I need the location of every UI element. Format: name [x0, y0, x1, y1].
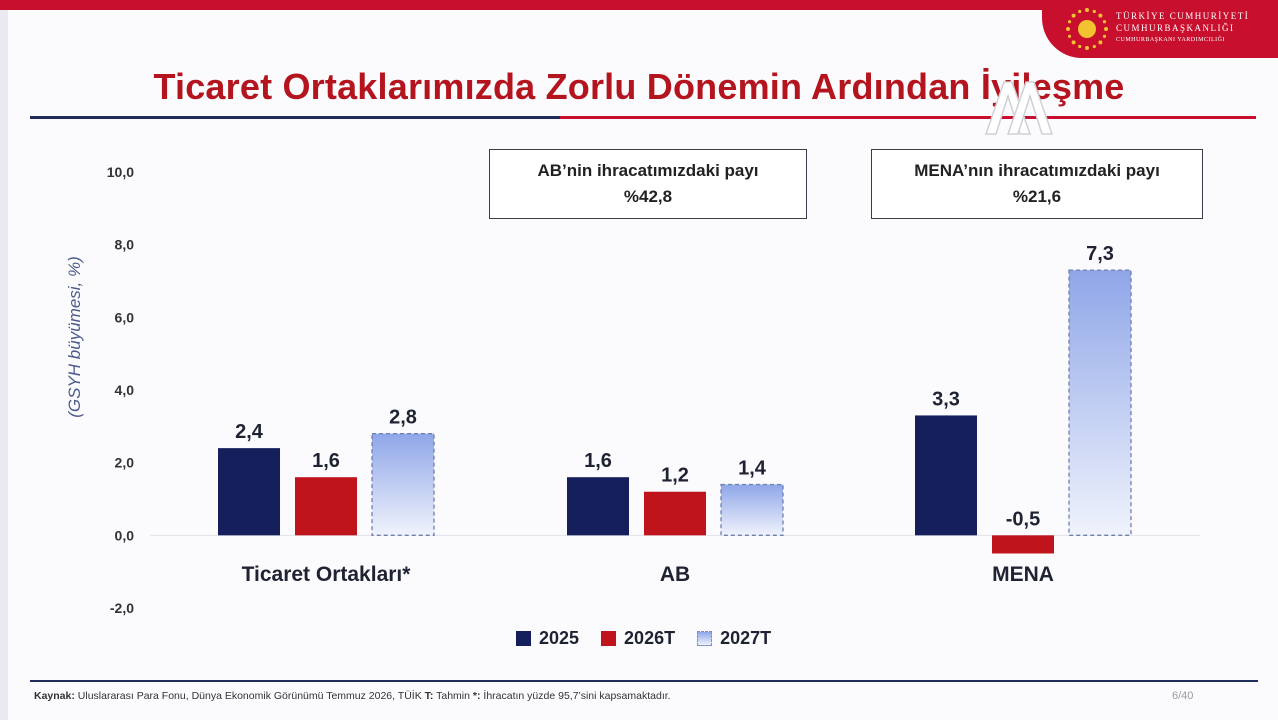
bar-2027t-0 — [371, 432, 435, 536]
bar-2027t-2 — [1068, 269, 1132, 536]
y-tick-label: 10,0 — [107, 164, 134, 180]
category-label: MENA — [992, 563, 1054, 586]
presidency-emblem-banner: TÜRKİYE CUMHURİYETİ CUMHURBAŞKANLIĞI CUM… — [1042, 0, 1278, 58]
source-footnote: Kaynak: Uluslararası Para Fonu, Dünya Ek… — [34, 690, 671, 702]
emblem-line-3: CUMHURBAŞKANI YARDIMCILIĞI — [1116, 37, 1225, 43]
infobox-ab-line1: AB’nin ihracatımızdaki payı — [537, 161, 759, 180]
emblem-line-1: TÜRKİYE CUMHURİYETİ — [1116, 11, 1250, 21]
data-label-2025-0: 2,4 — [235, 421, 264, 443]
y-tick-label: 4,0 — [115, 382, 135, 398]
bar-2026t-2 — [992, 535, 1054, 554]
legend-swatch-2025 — [516, 630, 531, 646]
bar-2025-0 — [218, 448, 280, 536]
category-label: Ticaret Ortakları* — [242, 563, 412, 586]
emblem-text: TÜRKİYE CUMHURİYETİ CUMHURBAŞKANLIĞI CUM… — [1116, 10, 1249, 46]
presidential-seal-icon — [1066, 8, 1108, 50]
data-label-2025-1: 1,6 — [584, 450, 612, 472]
infobox-ab-line2: %42,8 — [623, 187, 673, 206]
title-underline-red — [560, 116, 1256, 119]
data-label-2027t-0: 2,8 — [389, 407, 417, 429]
footnote-source-text: Uluslararası Para Fonu, Dünya Ekonomik G… — [74, 690, 425, 702]
bar-2025-2 — [915, 415, 977, 536]
y-tick-label: 6,0 — [115, 309, 135, 325]
footnote-source-label: Kaynak: — [34, 690, 75, 702]
legend-swatch-2027t — [697, 630, 713, 646]
data-label-2026t-1: 1,2 — [661, 465, 689, 487]
slide-title: Ticaret Ortaklarımızda Zorlu Dönemin Ard… — [153, 66, 1125, 107]
chart-legend: 2025 2026T 2027T — [516, 626, 771, 650]
legend-swatch-2026t — [601, 630, 617, 646]
bar-2026t-0 — [295, 477, 357, 536]
news-agency-watermark-icon — [984, 81, 1054, 135]
infobox-mena-share: MENA’nın ihracatımızdaki payı %21,6 — [871, 149, 1203, 219]
category-label: AB — [660, 563, 690, 586]
infobox-mena-line1: MENA’nın ihracatımızdaki payı — [914, 161, 1160, 180]
y-tick-label: 0,0 — [115, 527, 135, 543]
top-red-bar — [0, 0, 1278, 10]
y-tick-label: -2,0 — [110, 600, 134, 616]
bar-2026t-1 — [644, 491, 706, 536]
bar-2027t-1 — [720, 483, 784, 536]
legend-label-2027t: 2027T — [720, 627, 772, 648]
page-number: 6/40 — [1172, 690, 1194, 702]
footnote-star-text: İhracatın yüzde 95,7’sini kapsamaktadır. — [480, 690, 671, 702]
data-label-2026t-2: -0,5 — [1006, 508, 1040, 530]
footnote-star-label: *: — [472, 690, 481, 702]
bar-2025-1 — [567, 477, 629, 536]
slide-left-edge — [0, 0, 8, 720]
y-axis-label: (GSYH büyümesi, %) — [65, 256, 84, 418]
legend-label-2026t: 2026T — [624, 627, 676, 648]
infobox-ab-share: AB’nin ihracatımızdaki payı %42,8 — [489, 149, 807, 219]
emblem-line-2: CUMHURBAŞKANLIĞI — [1116, 23, 1235, 33]
title-underline-blue — [30, 116, 560, 119]
y-tick-label: 2,0 — [115, 455, 135, 471]
footnote-t-label: T: — [424, 690, 434, 702]
data-label-2026t-0: 1,6 — [312, 450, 340, 472]
infobox-mena-line2: %21,6 — [1012, 187, 1062, 206]
y-tick-label: 8,0 — [115, 237, 135, 253]
footer-divider — [30, 680, 1258, 682]
data-label-2027t-2: 7,3 — [1086, 243, 1114, 265]
legend-label-2025: 2025 — [539, 627, 580, 648]
data-label-2027t-1: 1,4 — [738, 457, 767, 479]
footnote-t-text: Tahmin — [433, 690, 473, 702]
data-label-2025-2: 3,3 — [932, 388, 960, 410]
